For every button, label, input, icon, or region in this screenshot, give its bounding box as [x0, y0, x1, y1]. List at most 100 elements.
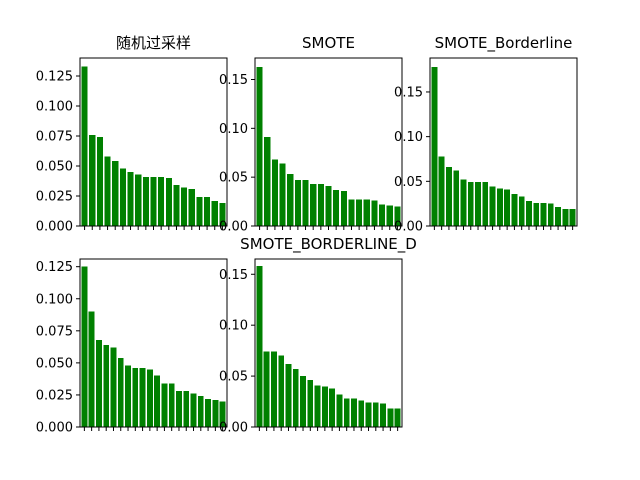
- bar: [460, 179, 467, 226]
- bar: [142, 176, 149, 226]
- bar: [127, 172, 134, 226]
- bar: [365, 402, 372, 427]
- bar: [453, 170, 460, 226]
- bar: [475, 182, 481, 226]
- bar: [307, 380, 314, 427]
- y-tick-label: 0.125: [36, 70, 73, 85]
- bar: [482, 182, 489, 226]
- subplot-grid: 0.0000.0250.0500.0750.1000.125随机过采样0.000…: [36, 34, 578, 436]
- bar: [154, 375, 161, 427]
- bar: [285, 363, 292, 427]
- bar: [211, 200, 218, 226]
- bar: [256, 66, 263, 226]
- axes-frame: [79, 258, 228, 428]
- y-tick-label: 0.00: [219, 220, 248, 235]
- subplot-title: 随机过采样: [116, 34, 191, 52]
- bar: [358, 400, 365, 427]
- axes-frame: [79, 57, 228, 227]
- bar: [363, 199, 370, 226]
- bar: [348, 199, 355, 226]
- bar: [569, 209, 576, 226]
- y-tick-label: 0.100: [36, 292, 73, 307]
- bar: [125, 365, 131, 427]
- bar: [271, 159, 278, 226]
- bar: [168, 383, 175, 427]
- bar: [300, 376, 306, 427]
- bar: [88, 311, 95, 427]
- bar: [496, 188, 503, 226]
- bar: [96, 137, 103, 226]
- y-tick-label: 0.025: [36, 388, 73, 403]
- bar: [219, 203, 226, 226]
- bar: [333, 189, 340, 226]
- bar: [446, 167, 452, 226]
- bar: [110, 347, 117, 427]
- bar: [489, 186, 496, 226]
- y-tick-label: 0.050: [36, 356, 73, 371]
- y-tick-label: 0.000: [36, 421, 73, 436]
- bar: [117, 357, 124, 427]
- bar: [292, 368, 299, 427]
- y-tick-label: 0.000: [36, 220, 73, 235]
- y-tick-label: 0.10: [219, 122, 248, 137]
- bar: [321, 386, 328, 427]
- bar: [146, 369, 153, 427]
- bar: [271, 351, 277, 427]
- bar: [555, 207, 561, 226]
- bar: [119, 168, 126, 226]
- y-tick-label: 0.15: [219, 73, 248, 88]
- y-tick-label: 0.00: [394, 220, 423, 235]
- bar: [81, 66, 88, 227]
- bar: [150, 176, 157, 226]
- bar: [287, 174, 294, 226]
- subplot-title: SMOTE_BORDERLINE_D: [240, 235, 417, 254]
- bar: [204, 197, 211, 226]
- bar: [263, 351, 270, 427]
- y-tick-label: 0.10: [219, 319, 248, 334]
- bar: [132, 368, 139, 427]
- bar: [562, 209, 569, 226]
- bar: [356, 199, 363, 226]
- bar: [256, 266, 263, 427]
- bar: [176, 391, 182, 427]
- bar: [343, 398, 350, 427]
- bar: [81, 266, 88, 427]
- bar: [340, 190, 347, 226]
- bar: [173, 185, 180, 226]
- bar: [103, 344, 110, 427]
- subplot-title: SMOTE_Borderline: [435, 34, 573, 53]
- bar: [325, 185, 332, 226]
- bar: [196, 197, 203, 226]
- bar: [504, 189, 511, 226]
- bar: [219, 401, 226, 427]
- bar: [386, 205, 393, 226]
- bar: [336, 394, 343, 427]
- bar: [161, 383, 168, 427]
- subplot-4: 0.000 0.025 0.050 0.075 0.100 0.125: [36, 258, 228, 436]
- bar: [264, 137, 271, 226]
- bar: [387, 408, 394, 427]
- bar: [314, 385, 321, 427]
- bar: [533, 202, 540, 226]
- y-tick-label: 0.025: [36, 190, 73, 205]
- axes-frame: [254, 258, 403, 428]
- y-tick-label: 0.10: [394, 130, 423, 145]
- bar: [96, 339, 102, 427]
- bar: [279, 163, 286, 226]
- bar: [112, 161, 119, 226]
- bar: [518, 196, 525, 226]
- subplot-3: 0.00 0.05 0.10 0.15 SMOTE_Borderline: [394, 34, 578, 235]
- y-tick-label: 0.125: [36, 260, 73, 275]
- subplot-1: 0.000 0.025 0.050 0.075 0.100 0.125 随机过采样: [36, 34, 228, 235]
- bar: [526, 200, 532, 226]
- bar: [294, 180, 301, 226]
- bar: [205, 398, 211, 427]
- bar: [188, 188, 195, 226]
- y-tick-label: 0.15: [394, 85, 423, 100]
- bar: [372, 402, 379, 427]
- bar: [135, 174, 142, 226]
- axes-frame: [254, 57, 403, 227]
- bar: [379, 204, 386, 226]
- y-tick-label: 0.075: [36, 324, 73, 339]
